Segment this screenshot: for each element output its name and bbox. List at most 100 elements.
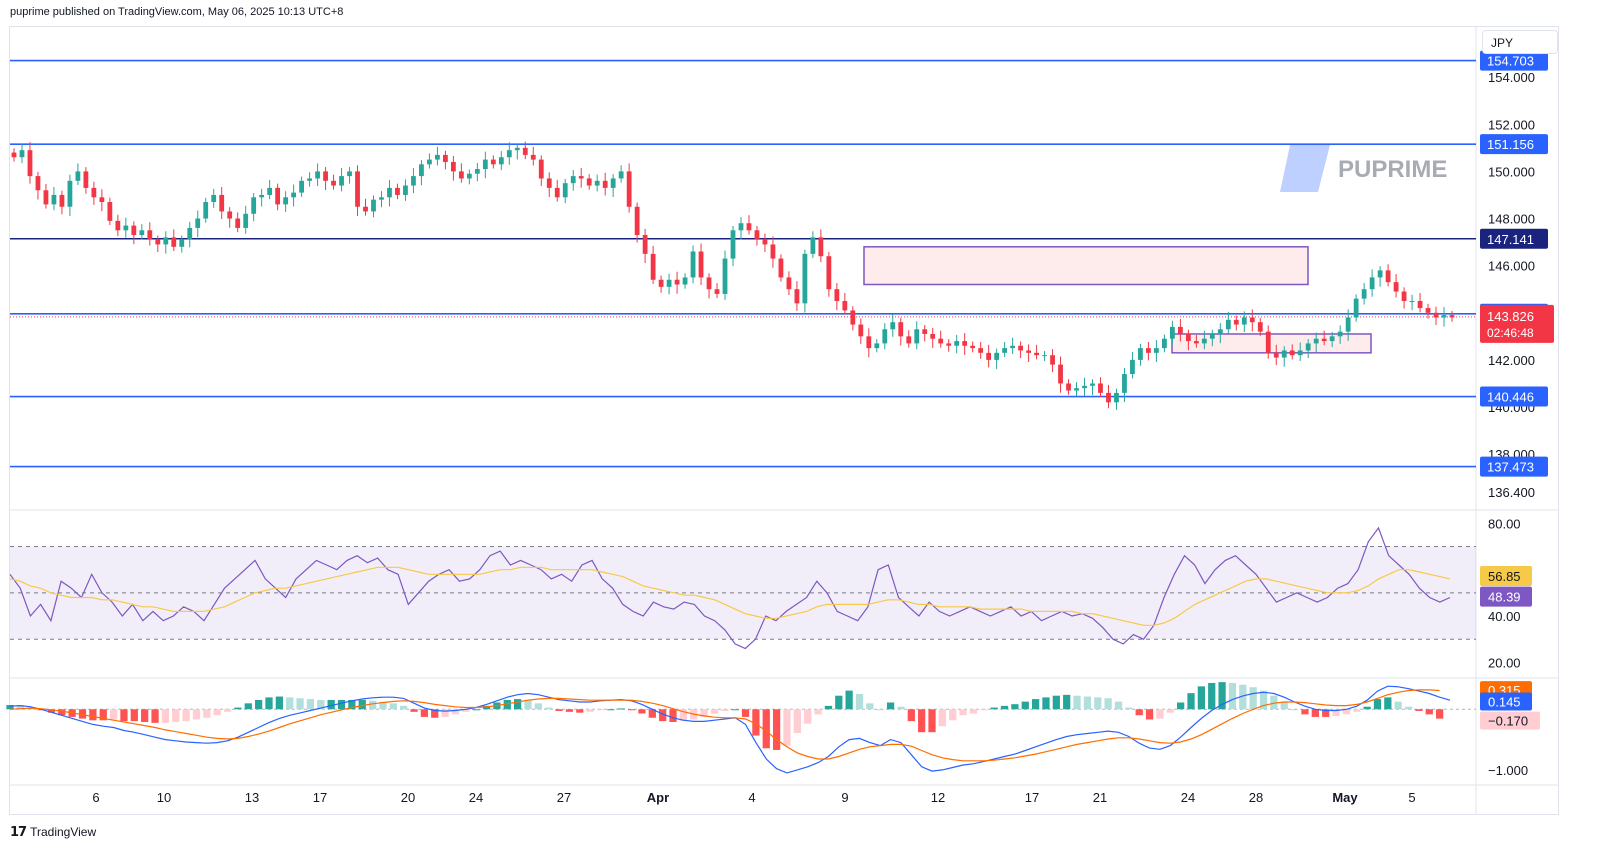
candle-body [11, 152, 17, 158]
candle-body [522, 147, 528, 155]
macd-histogram-bar [472, 709, 480, 711]
candle-body [139, 230, 145, 236]
macd-histogram-bar [1415, 709, 1423, 711]
candle-body [1441, 315, 1447, 318]
macd-histogram-bar [462, 709, 470, 712]
candle-body [395, 187, 400, 195]
candle-body [642, 235, 648, 254]
candle-body [834, 289, 840, 301]
candle-body [970, 345, 976, 349]
macd-histogram-bar [420, 709, 429, 717]
macd-histogram-bar [389, 703, 397, 710]
macd-histogram-bar [1125, 707, 1133, 710]
macd-histogram-bar [886, 702, 895, 710]
macd-histogram-bar [980, 709, 988, 711]
macd-histogram-bar [1011, 704, 1019, 710]
macd-histogram-bar [130, 709, 138, 722]
rsi-ma-line [9, 566, 1451, 626]
y-tick-label: 150.000 [1488, 164, 1535, 179]
macd-histogram-bar [1290, 709, 1299, 711]
candle-body [1114, 392, 1119, 403]
macd-histogram-bar [607, 709, 615, 711]
macd-histogram-bar [710, 709, 719, 714]
candle-body [858, 324, 864, 337]
macd-histogram-bar [762, 709, 770, 749]
candle-body [922, 329, 928, 334]
macd-histogram-bar [1187, 693, 1195, 710]
macd-histogram-bar [1342, 709, 1351, 715]
y-tick-label: 152.000 [1488, 117, 1535, 132]
puprime-logo-icon [1280, 145, 1330, 192]
macd-histogram-bar [1145, 709, 1154, 720]
candle-body [107, 202, 113, 221]
candle-body [435, 154, 440, 160]
last-price-label: 143.826 [1487, 309, 1534, 324]
candle-body [714, 289, 720, 294]
candle-body [1417, 300, 1423, 309]
x-tick-label: 24 [469, 790, 483, 805]
candle-body [1034, 352, 1039, 356]
candle-body [674, 279, 680, 285]
macd-histogram-bar [586, 709, 594, 712]
macd-histogram-bar [845, 690, 853, 710]
candle-body [75, 171, 81, 181]
level-label: 151.156 [1487, 137, 1534, 152]
candle-body [1146, 348, 1151, 353]
macd-histogram-bar [141, 709, 149, 722]
candle-body [363, 206, 368, 212]
candle-body [1337, 331, 1343, 337]
candle-body [962, 341, 968, 346]
macd-histogram-bar [793, 709, 801, 734]
macd-histogram-bar [990, 707, 998, 710]
macd-histogram-bar [47, 709, 56, 713]
x-tick-label: 5 [1408, 790, 1415, 805]
candle-body [163, 237, 169, 245]
candle-body [251, 197, 257, 214]
macd-histogram-bar [120, 709, 128, 722]
macd-histogram-bar [317, 699, 325, 710]
candle-body [1313, 338, 1319, 344]
macd-histogram-bar [648, 709, 656, 718]
candle-body [171, 237, 177, 247]
zone-box [863, 246, 1309, 286]
macd-histogram-bar [524, 699, 532, 710]
macd-histogram-bar [286, 697, 294, 710]
level-label: 140.446 [1487, 390, 1534, 405]
macd-histogram-bar [731, 709, 739, 711]
candle-body [866, 336, 872, 349]
macd-histogram-bar [835, 695, 843, 710]
candle-body [323, 171, 328, 181]
candle-body [554, 187, 560, 198]
macd-histogram-bar [907, 709, 915, 722]
candle-body [746, 223, 752, 231]
macd-histogram-bar [659, 709, 667, 722]
macd-histogram-bar [1218, 682, 1226, 710]
tradingview-footer[interactable]: 𝟭𝟳 TradingView [10, 824, 96, 840]
y-tick-label: 136.400 [1488, 485, 1535, 500]
level-badge [1480, 456, 1548, 477]
macd-histogram-bar [109, 709, 118, 720]
candle-body [1233, 319, 1239, 325]
macd-histogram-bar [679, 709, 688, 722]
macd-histogram-bar [1425, 709, 1433, 715]
macd-histogram-bar [337, 699, 346, 710]
candle-body [954, 341, 960, 346]
macd-histogram-bar [89, 709, 97, 721]
macd-histogram-bar [1322, 709, 1330, 717]
candle-body [43, 190, 49, 205]
currency-selector[interactable]: JPY [1482, 30, 1558, 54]
macd-histogram-bar [172, 709, 180, 722]
watermark-text: PUPRIME [1338, 156, 1447, 183]
candle-body [1273, 352, 1279, 358]
candle-body [203, 202, 209, 219]
candle-body [35, 176, 41, 191]
rsi-ma-value: 56.85 [1488, 569, 1521, 584]
macd-histogram-bar [327, 699, 335, 710]
level-badge [1480, 386, 1548, 407]
macd-histogram-bar [1394, 701, 1402, 710]
candle-body [626, 171, 632, 207]
macd-histogram-bar [1363, 706, 1371, 710]
macd-histogram-bar [296, 698, 304, 710]
macd-histogram-bar [596, 709, 605, 711]
